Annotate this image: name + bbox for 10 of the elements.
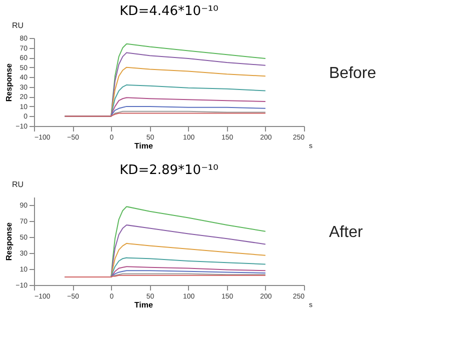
x-axis-title: Time [134, 142, 154, 150]
text: RU [12, 180, 24, 189]
y-axis-title: Response [4, 222, 14, 261]
chart-title: KD=2.89*10⁻¹⁰ [120, 163, 218, 178]
text: RU [12, 21, 24, 30]
chart-title: KD=4.46*10⁻¹⁰ [120, 4, 218, 19]
y-axis-title: Response [4, 62, 14, 102]
x-axis-title: Time [134, 300, 154, 310]
text: Before [329, 65, 376, 82]
text: After [329, 224, 364, 242]
